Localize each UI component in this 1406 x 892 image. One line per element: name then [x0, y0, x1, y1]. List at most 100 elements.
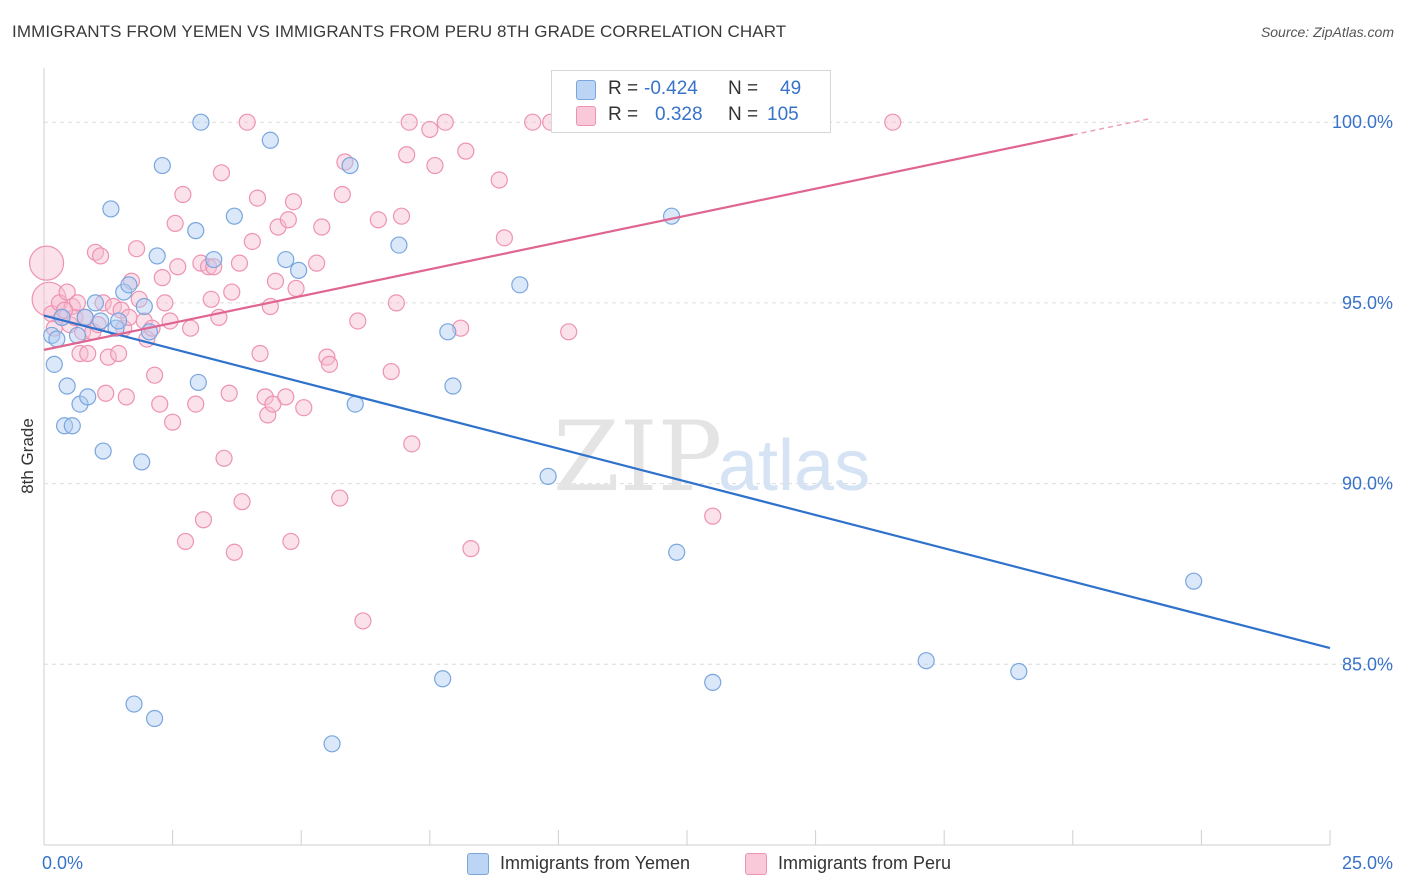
- legend-n-label: N =: [728, 104, 759, 125]
- x-tick-label-min: 0.0%: [42, 853, 83, 873]
- data-point-peru: [79, 344, 97, 363]
- data-point-yemen: [120, 276, 138, 294]
- data-point-peru: [212, 164, 231, 182]
- data-point-peru: [68, 294, 87, 312]
- data-point-peru: [223, 283, 241, 301]
- data-point-yemen: [917, 652, 935, 670]
- legend-r-value: -0.424: [644, 78, 698, 99]
- data-point-yemen: [86, 294, 105, 312]
- data-point-peru: [403, 435, 421, 453]
- trendline-peru-extension: [1072, 117, 1151, 136]
- data-point-peru: [176, 532, 195, 551]
- legend-row-yemen: R = -0.424 N = 49: [552, 76, 830, 102]
- data-point-peru: [287, 279, 305, 298]
- data-point-yemen: [668, 543, 686, 561]
- data-point-peru: [452, 319, 470, 337]
- data-point-peru: [704, 507, 722, 525]
- data-point-peru: [457, 142, 475, 160]
- points-peru: [28, 113, 902, 630]
- legend-swatch-peru: [576, 106, 596, 126]
- data-point-peru: [151, 395, 169, 413]
- data-point-yemen: [189, 373, 207, 392]
- data-point-yemen: [444, 377, 462, 395]
- data-point-yemen: [45, 355, 63, 373]
- data-point-peru: [164, 413, 182, 431]
- data-point-peru: [277, 388, 295, 406]
- series-label-peru: Immigrants from Peru: [778, 853, 952, 873]
- data-point-peru: [354, 612, 372, 630]
- data-point-peru: [233, 493, 251, 511]
- data-point-peru: [266, 272, 285, 290]
- trendline-yemen: [43, 314, 1331, 650]
- data-point-yemen: [187, 222, 205, 240]
- source-label: Source: ZipAtlas.com: [1260, 24, 1394, 40]
- legend-row-peru: R = 0.328 N = 105: [552, 102, 830, 128]
- data-point-yemen: [109, 312, 128, 330]
- data-point-peru: [392, 207, 411, 225]
- data-point-peru: [205, 258, 223, 276]
- data-point-peru: [400, 113, 418, 131]
- data-point-peru: [524, 113, 542, 131]
- data-point-peru: [349, 312, 367, 330]
- data-point-peru: [884, 113, 902, 131]
- y-tick-label: 85.0%: [1342, 654, 1393, 674]
- data-point-yemen: [145, 709, 164, 728]
- data-point-peru: [382, 362, 400, 381]
- data-point-yemen: [704, 673, 722, 691]
- data-point-yemen: [94, 442, 112, 460]
- data-point-yemen: [135, 297, 153, 316]
- watermark: ZIP atlas: [553, 401, 870, 513]
- data-point-peru: [109, 344, 128, 363]
- legend-r-label: R =: [608, 78, 639, 99]
- data-point-peru: [243, 232, 261, 251]
- data-point-peru: [320, 355, 339, 373]
- trendline-peru: [43, 133, 1074, 351]
- data-point-peru: [495, 229, 513, 247]
- data-point-yemen: [76, 308, 94, 326]
- data-point-peru: [238, 113, 256, 131]
- data-point-peru: [156, 294, 174, 312]
- data-point-yemen: [148, 247, 166, 265]
- data-point-peru: [279, 211, 297, 229]
- data-point-peru: [28, 245, 65, 281]
- data-point-yemen: [192, 113, 210, 131]
- legend-n-value: 49: [780, 78, 802, 99]
- data-point-yemen: [125, 695, 143, 713]
- chart-title: IMMIGRANTS FROM YEMEN VS IMMIGRANTS FROM…: [12, 22, 787, 41]
- data-point-peru: [259, 406, 277, 424]
- trend-layer: [43, 117, 1331, 650]
- data-point-peru: [202, 290, 220, 308]
- y-tick-label: 95.0%: [1342, 293, 1393, 313]
- data-point-yemen: [434, 670, 452, 688]
- data-point-peru: [97, 384, 115, 402]
- legend-swatch-yemen: [576, 80, 596, 100]
- data-point-peru: [308, 254, 326, 272]
- data-point-peru: [230, 254, 249, 272]
- data-point-peru: [248, 189, 267, 207]
- data-point-yemen: [662, 207, 681, 225]
- data-point-peru: [215, 449, 233, 467]
- data-point-yemen: [539, 467, 557, 485]
- data-point-peru: [490, 171, 508, 189]
- data-point-peru: [421, 120, 439, 139]
- series-label-yemen: Immigrants from Yemen: [500, 853, 691, 873]
- points-yemen: [43, 113, 1203, 753]
- x-tick-label-max: 25.0%: [1342, 853, 1393, 873]
- data-point-peru: [220, 384, 238, 402]
- data-point-peru: [127, 240, 146, 258]
- data-point-peru: [187, 395, 205, 413]
- data-point-yemen: [341, 156, 359, 175]
- data-point-yemen: [323, 735, 341, 753]
- legend-n-label: N =: [728, 78, 759, 99]
- data-point-peru: [120, 308, 138, 326]
- data-point-peru: [282, 532, 300, 551]
- data-point-peru: [264, 395, 282, 413]
- data-point-peru: [398, 146, 416, 164]
- data-point-peru: [182, 319, 200, 337]
- watermark-atlas: atlas: [718, 426, 870, 506]
- data-point-peru: [251, 344, 269, 363]
- data-point-peru: [295, 399, 313, 417]
- data-point-yemen: [1185, 572, 1203, 590]
- data-point-yemen: [58, 377, 76, 395]
- data-point-peru: [313, 218, 331, 236]
